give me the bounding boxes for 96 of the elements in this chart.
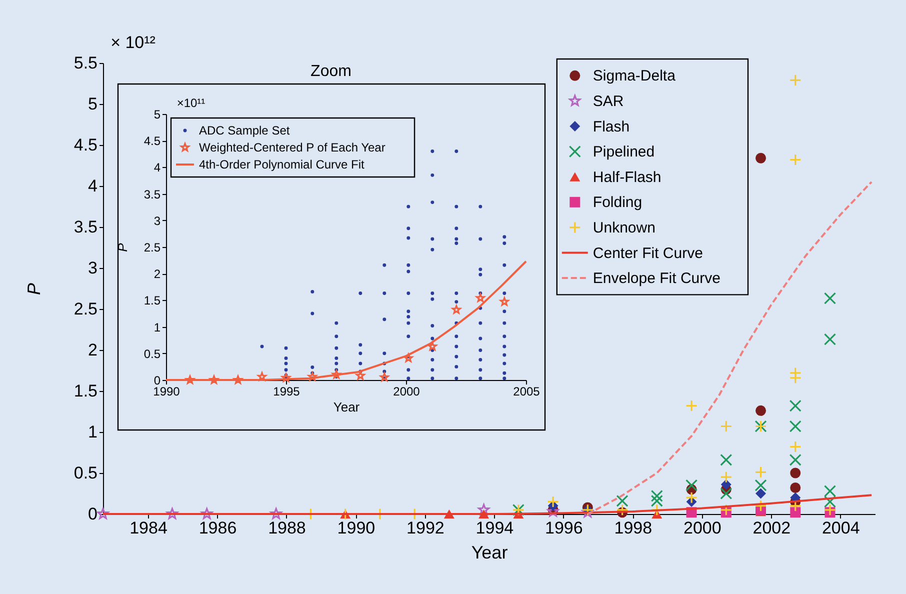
legend-label: Sigma-Delta bbox=[592, 68, 676, 85]
y-tick-label: 1 bbox=[154, 320, 161, 334]
y-tick-label: 5 bbox=[154, 108, 161, 122]
point bbox=[720, 479, 732, 490]
x-tick-label: 2002 bbox=[752, 518, 791, 538]
x-tick-label: 2005 bbox=[513, 384, 540, 398]
annotation: ×10¹¹ bbox=[176, 96, 206, 110]
point bbox=[97, 508, 109, 520]
point bbox=[720, 420, 732, 432]
y-tick-label: 0 bbox=[88, 504, 98, 524]
y-tick-label: 1.5 bbox=[144, 294, 161, 308]
legend-label: Folding bbox=[592, 194, 642, 212]
y-tick-label: 2 bbox=[88, 340, 98, 360]
y-tick-label: 5 bbox=[88, 94, 98, 114]
point bbox=[756, 405, 766, 416]
legend-label: SAR bbox=[592, 92, 624, 110]
x-tick-label: 1995 bbox=[273, 384, 300, 398]
point bbox=[754, 500, 767, 512]
point bbox=[616, 504, 628, 516]
legend-label: 4th-Order Polynomial Curve Fit bbox=[199, 158, 366, 172]
point bbox=[650, 494, 663, 507]
legend-label: Half-Flash bbox=[592, 168, 662, 186]
point bbox=[789, 74, 802, 86]
legend-label: Center Fit Curve bbox=[592, 244, 703, 262]
y-tick-label: 3.5 bbox=[144, 187, 161, 202]
point bbox=[824, 333, 836, 346]
point bbox=[650, 490, 663, 502]
x-tick-label: 1994 bbox=[476, 518, 514, 538]
y-tick-label: 0 bbox=[154, 374, 161, 388]
y-tick-label: 2.5 bbox=[144, 240, 161, 254]
y-tick-label: 4.5 bbox=[144, 134, 161, 148]
legend-label: Pipelined bbox=[592, 144, 655, 161]
x-axis-title: Year bbox=[471, 542, 508, 562]
point bbox=[824, 292, 836, 304]
point bbox=[756, 488, 766, 499]
x-tick-label: 1986 bbox=[198, 518, 237, 538]
point bbox=[790, 468, 801, 478]
x-tick-label: 2000 bbox=[393, 384, 420, 398]
point bbox=[720, 504, 732, 516]
point bbox=[789, 400, 802, 412]
y-tick-label: 1.5 bbox=[74, 382, 98, 400]
x-tick-label: 2000 bbox=[683, 518, 722, 538]
point bbox=[270, 508, 282, 520]
y-tick-label: 2.5 bbox=[74, 300, 98, 318]
y-tick-label: 2 bbox=[154, 267, 161, 282]
point bbox=[685, 400, 698, 412]
point bbox=[789, 420, 802, 432]
point bbox=[754, 479, 767, 492]
y-tick-label: 3 bbox=[154, 214, 161, 228]
point bbox=[685, 492, 698, 504]
point bbox=[824, 496, 836, 508]
y-tick-label: 4 bbox=[88, 176, 98, 196]
legend-label: Weighted-Centered P of Each Year bbox=[199, 140, 386, 154]
point bbox=[166, 508, 178, 520]
legend-label: ADC Sample Set bbox=[199, 124, 290, 138]
point bbox=[789, 454, 802, 466]
y-tick-label: 3 bbox=[88, 258, 98, 278]
x-tick-label: 1996 bbox=[545, 518, 583, 538]
legend-label: Envelope Fit Curve bbox=[592, 270, 720, 288]
x-axis-title: Year bbox=[333, 400, 360, 414]
chart-title: Zoom bbox=[310, 63, 352, 80]
legend-label: Flash bbox=[592, 118, 630, 136]
point bbox=[720, 471, 732, 484]
y-tick-label: 5.5 bbox=[74, 54, 98, 72]
x-tick-label: 1990 bbox=[153, 384, 180, 398]
y-axis-title: P bbox=[24, 282, 44, 296]
point bbox=[685, 479, 698, 492]
point bbox=[720, 487, 732, 500]
y-tick-label: 0.5 bbox=[74, 464, 98, 482]
point bbox=[790, 482, 801, 493]
y-tick-label: 4 bbox=[154, 160, 161, 175]
x-tick-label: 1988 bbox=[268, 518, 306, 538]
y-tick-label: 0.5 bbox=[144, 346, 161, 361]
x-tick-label: 1984 bbox=[130, 518, 168, 538]
x-tick-label: 2004 bbox=[822, 518, 860, 538]
x-tick-label: 1990 bbox=[337, 518, 376, 538]
point bbox=[789, 440, 802, 453]
point bbox=[650, 504, 663, 516]
point bbox=[720, 454, 732, 466]
legend-label: Unknown bbox=[592, 219, 656, 236]
point bbox=[547, 496, 560, 508]
point bbox=[824, 484, 836, 498]
x-tick-label: 1992 bbox=[406, 518, 444, 538]
point bbox=[789, 154, 802, 166]
text: × 10¹² bbox=[110, 33, 156, 52]
point bbox=[754, 466, 767, 478]
point bbox=[201, 508, 213, 520]
point bbox=[790, 507, 801, 518]
point bbox=[616, 494, 628, 507]
point bbox=[756, 152, 766, 164]
y-tick-label: 1 bbox=[88, 422, 98, 442]
point bbox=[824, 504, 836, 516]
y-tick-label: 3.5 bbox=[74, 218, 98, 236]
point bbox=[478, 504, 490, 515]
x-tick-label: 1998 bbox=[614, 518, 652, 538]
y-tick-label: 4.5 bbox=[74, 136, 98, 154]
